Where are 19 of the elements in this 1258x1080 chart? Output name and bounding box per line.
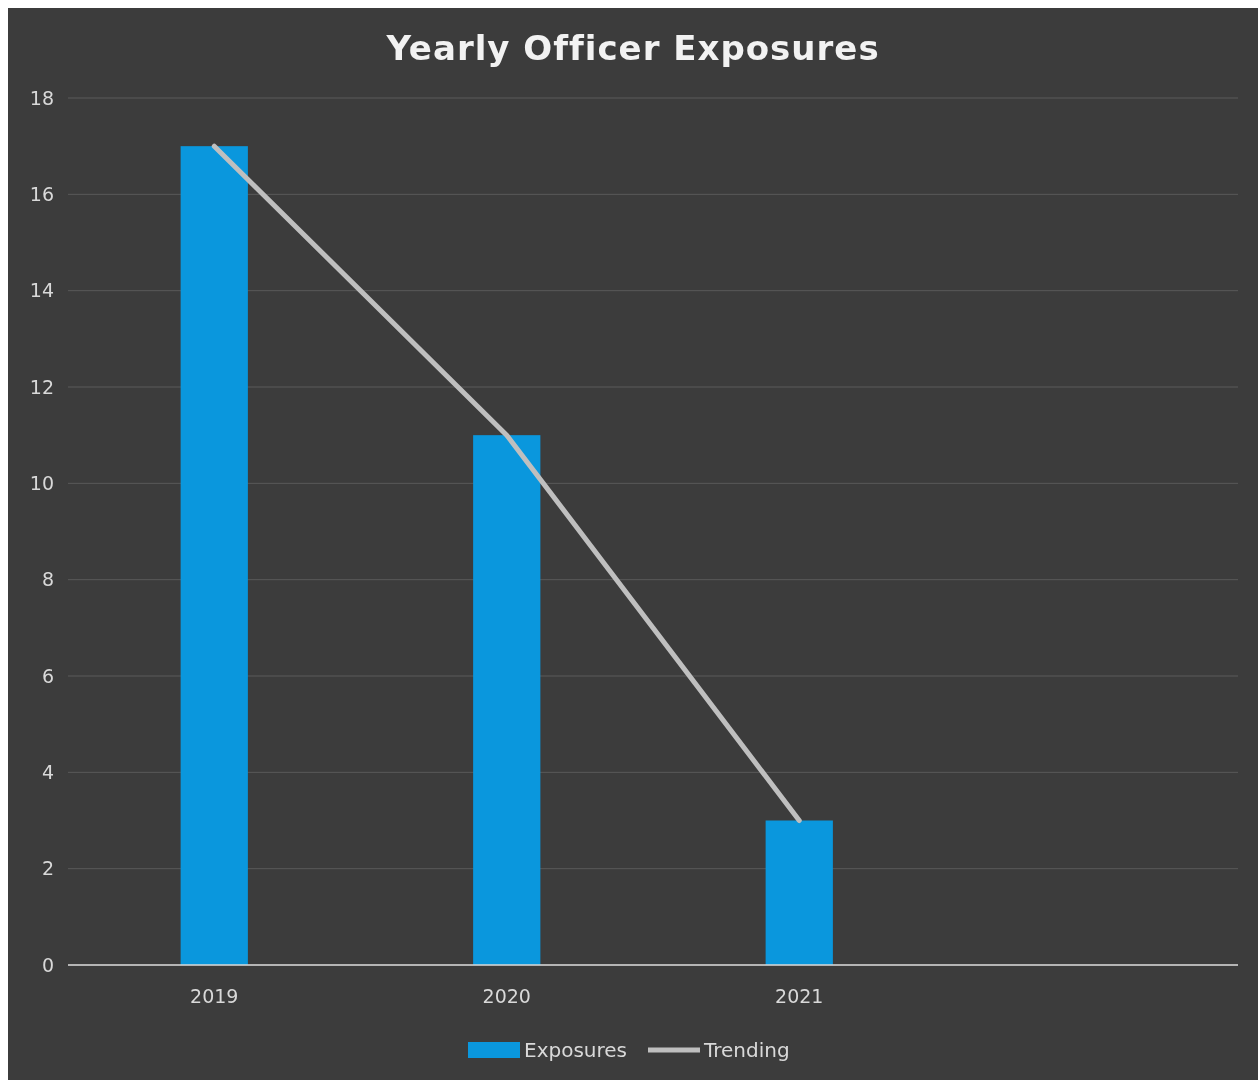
y-tick-label: 18	[29, 86, 54, 109]
legend-label: Exposures	[524, 1038, 628, 1062]
bar	[180, 146, 248, 965]
bar	[473, 435, 541, 965]
y-tick-label: 12	[29, 375, 54, 398]
y-tick-label: 14	[29, 279, 54, 302]
x-tick-label: 2021	[775, 985, 824, 1007]
y-tick-label: 4	[41, 760, 54, 783]
x-tick-label: 2020	[482, 985, 531, 1007]
legend-label: Trending	[703, 1038, 790, 1062]
y-tick-label: 10	[29, 471, 54, 494]
y-tick-label: 8	[41, 568, 54, 591]
x-tick-label: 2019	[190, 985, 239, 1007]
y-tick-label: 16	[29, 182, 54, 205]
y-tick-label: 2	[41, 857, 54, 880]
bar	[765, 820, 833, 965]
chart-title: Yearly Officer Exposures	[385, 28, 880, 68]
y-tick-label: 6	[41, 664, 54, 687]
y-tick-label: 0	[41, 953, 54, 976]
